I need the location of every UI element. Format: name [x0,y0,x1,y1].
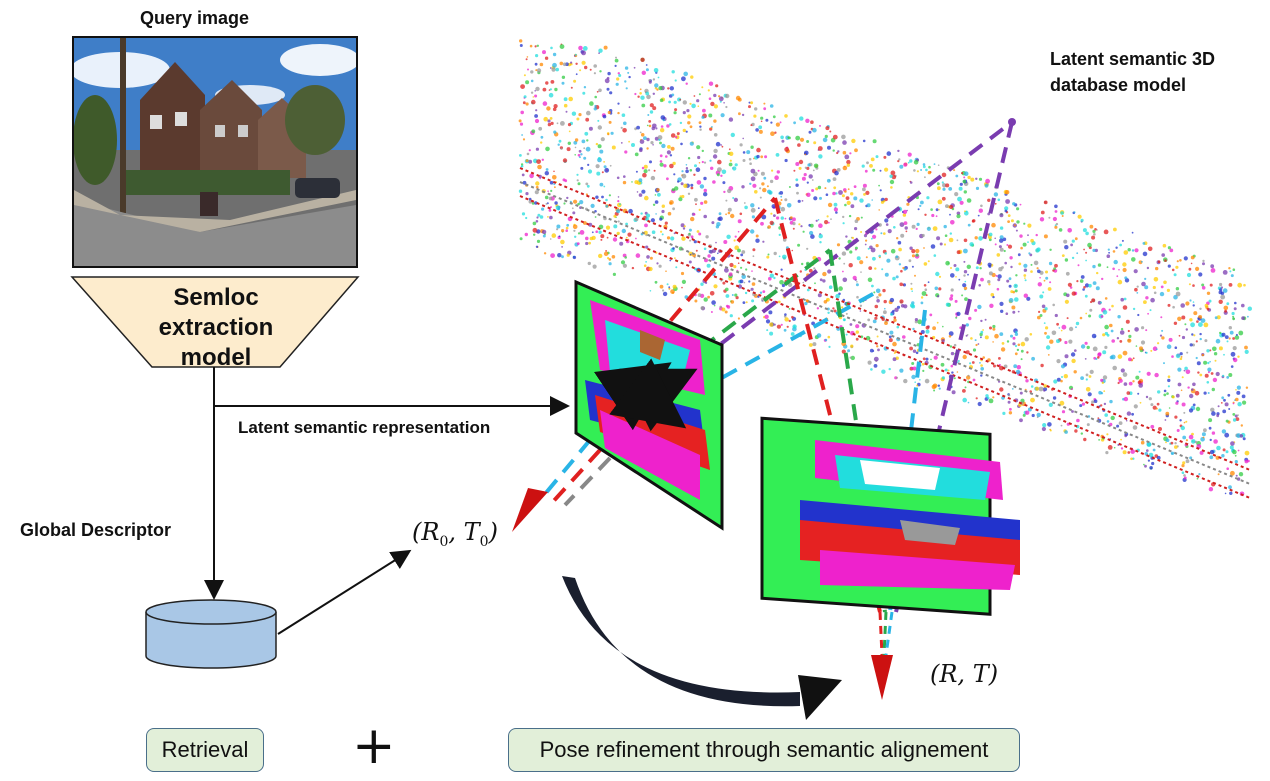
initial-semantic-image [574,279,724,531]
initial-pose-r-sub: 0 [439,533,449,550]
refinement-curve-arrow [562,576,842,720]
initial-pose-arrow [277,549,412,635]
plus-sign: + [352,716,396,776]
semloc-model-line1: Semloc [173,284,259,311]
query-image [72,36,358,268]
initial-pose-t: T [463,518,480,546]
semloc-model-label: Semloc extraction model [110,283,322,373]
retrieval-stage: Retrieval [146,728,264,772]
latent-representation-label: Latent semantic representation [238,418,491,437]
database-cylinder [145,599,277,669]
initial-pose-r: R [421,518,440,546]
database-model-line1: Latent semantic 3D [1050,49,1216,69]
semloc-model-shape [70,276,360,368]
semloc-model-line3: model [180,344,252,371]
global-descriptor-label: Global Descriptor [20,520,172,540]
database-model-label: Latent semantic 3D database model [1050,46,1215,98]
database-model-line2: database model [1050,75,1187,95]
initial-pose-cone [512,488,548,532]
refined-semantic-image [760,416,1020,616]
query-image-label: Query image [140,8,250,28]
initial-pose-t-sub: 0 [479,533,489,550]
refinement-stage: Pose refinement through semantic alignem… [508,728,1020,772]
refined-pose-cone [871,611,894,700]
final-pose-label: (R, T) [930,660,999,688]
semloc-model-line2: extraction [158,314,274,341]
point-cloud [518,39,1253,499]
initial-pose-label: (R0, T0) [412,518,498,550]
